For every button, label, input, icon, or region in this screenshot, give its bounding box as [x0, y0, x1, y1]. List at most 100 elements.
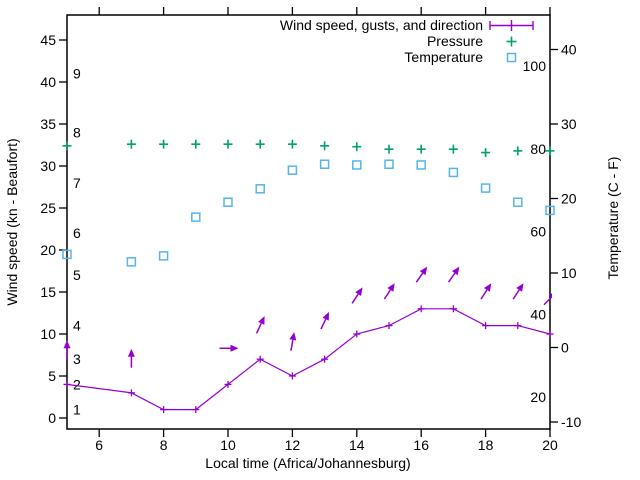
- temperature-point: [545, 205, 555, 216]
- legend-sample-wind-icon: [489, 20, 534, 31]
- temperature-point: [480, 183, 491, 193]
- pressure-point: [384, 144, 394, 154]
- gust-direction-arrow: [383, 283, 395, 300]
- pressure-point: [448, 144, 458, 154]
- fahrenheit-tick-label: 80: [530, 141, 546, 157]
- x-tick-label: 18: [478, 437, 494, 453]
- gust-arrow-head: [452, 266, 460, 276]
- gust-arrow-head: [484, 283, 492, 292]
- gust-arrow-shaft: [512, 289, 520, 300]
- gust-direction-arrow: [127, 348, 135, 368]
- gust-direction-arrow: [219, 344, 239, 352]
- fahrenheit-tick-label: 100: [523, 58, 547, 74]
- gust-direction-arrow: [351, 287, 363, 304]
- pressure-point: [126, 139, 136, 149]
- y-left-tick-label: 40: [40, 74, 56, 90]
- pressure-point: [159, 139, 169, 149]
- wind-point: [288, 372, 296, 380]
- gust-arrow-shaft: [383, 289, 391, 300]
- fahrenheit-tick-label: 60: [530, 224, 546, 240]
- wind-point: [256, 355, 264, 363]
- wind-point: [417, 305, 425, 313]
- beaufort-label: 5: [73, 267, 81, 283]
- gust-arrow-shaft: [255, 323, 262, 334]
- temperature-point: [384, 159, 394, 169]
- gust-arrow-shaft: [480, 289, 488, 300]
- y-left-tick-label: 30: [40, 158, 56, 174]
- gust-arrow-head: [127, 348, 135, 357]
- plot-border: [66, 14, 551, 430]
- gust-arrow-head: [63, 340, 71, 349]
- pressure-point: [223, 139, 233, 149]
- gust-arrow-shaft: [415, 272, 424, 283]
- gust-arrow-head: [289, 332, 297, 341]
- wind-point: [321, 355, 329, 363]
- legend-label-wind: Wind speed, gusts, and direction: [280, 17, 483, 33]
- fahrenheit-tick-label: 20: [530, 389, 546, 405]
- wind-point: [192, 406, 200, 414]
- gust-direction-arrow: [320, 311, 329, 330]
- y-left-tick-label: 10: [40, 326, 56, 342]
- gust-arrow-shaft: [320, 318, 327, 330]
- wind-point: [546, 330, 554, 338]
- x-tick-label: 10: [220, 437, 236, 453]
- wind-point: [63, 380, 71, 388]
- x-axis-title: Local time (Africa/Johannesburg): [205, 455, 410, 471]
- gust-arrow-shaft: [543, 296, 552, 306]
- wind-point: [160, 406, 168, 414]
- beaufort-label: 3: [73, 351, 81, 367]
- gust-arrows-layer: [63, 266, 552, 368]
- gust-direction-arrow: [543, 293, 552, 306]
- pressure-point: [545, 146, 555, 156]
- temperature-point: [62, 249, 72, 260]
- gust-direction-arrow: [512, 283, 524, 300]
- gust-direction-arrow: [447, 266, 460, 283]
- wind-speed-line: [66, 308, 551, 411]
- legend-sample-temperature-icon: [506, 52, 517, 63]
- x-tick-label: 14: [349, 437, 365, 453]
- pressure-point: [191, 139, 201, 149]
- temperature-point: [255, 184, 265, 194]
- legend: Wind speed, gusts, and direction Pressur…: [280, 17, 534, 65]
- wind-point: [127, 389, 135, 397]
- temperature-point: [287, 165, 298, 175]
- temperature-point: [352, 160, 362, 170]
- y-left-tick-label: 0: [48, 410, 56, 426]
- temperature-point: [448, 167, 459, 178]
- wind-point: [353, 330, 361, 338]
- temperature-point: [513, 197, 523, 207]
- gust-arrow-head: [258, 316, 265, 325]
- gust-direction-arrow: [255, 316, 265, 334]
- gust-direction-arrow: [63, 340, 71, 360]
- y-left-tick-label: 20: [40, 242, 56, 258]
- y-left-tick-label: 35: [40, 116, 56, 132]
- legend-label-pressure: Pressure: [427, 33, 483, 49]
- gust-arrow-shaft: [290, 339, 294, 351]
- beaufort-label: 4: [73, 318, 81, 334]
- gust-arrow-head: [322, 311, 329, 321]
- beaufort-label: 7: [73, 175, 81, 191]
- beaufort-label: 1: [73, 402, 81, 418]
- gust-arrow-shaft: [447, 272, 456, 283]
- gust-arrow-shaft: [351, 293, 359, 304]
- beaufort-label: 8: [73, 124, 81, 140]
- gust-arrow-head: [230, 344, 239, 352]
- temperature-point: [158, 251, 169, 261]
- gust-arrow-head: [516, 283, 524, 292]
- temperature-point: [223, 197, 233, 207]
- wind-point: [482, 322, 490, 330]
- celsius-tick-label: 30: [561, 116, 577, 132]
- legend-sample-pressure-icon: [506, 36, 517, 47]
- y-left-tick-label: 5: [48, 368, 56, 384]
- celsius-tick-label: 20: [561, 191, 577, 207]
- celsius-tick-label: 0: [561, 340, 569, 356]
- fahrenheit-tick-label: 40: [530, 306, 546, 322]
- wind-point: [514, 322, 522, 330]
- x-tick-label: 16: [413, 437, 429, 453]
- y-axis-title-right: Temperature (C - F): [605, 157, 621, 280]
- beaufort-label: 2: [73, 376, 81, 392]
- celsius-tick-label: 10: [561, 265, 577, 281]
- temperature-point: [416, 160, 426, 170]
- pressure-point: [352, 142, 362, 152]
